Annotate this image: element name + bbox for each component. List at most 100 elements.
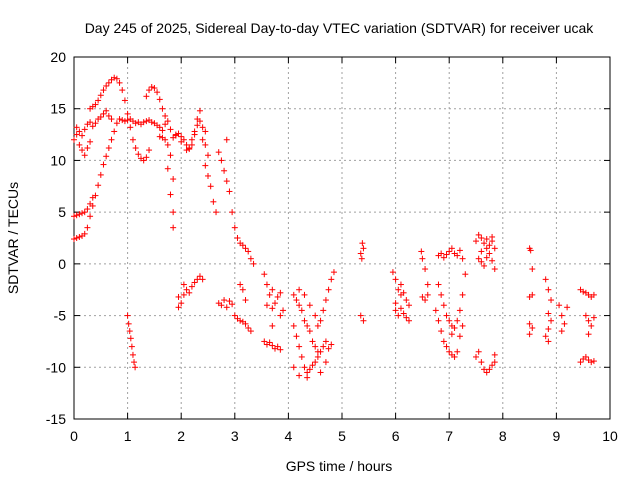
data-point: [202, 162, 209, 169]
data-point: [548, 297, 555, 304]
data-point: [178, 133, 185, 140]
data-point: [475, 231, 482, 238]
data-point: [226, 188, 233, 195]
data-point: [582, 312, 589, 319]
data-point: [359, 240, 366, 247]
data-point: [221, 167, 228, 174]
data-point: [440, 302, 447, 309]
data-point: [131, 359, 138, 366]
data-point: [162, 121, 169, 128]
data-point: [242, 320, 249, 327]
data-point: [443, 312, 450, 319]
data-point: [231, 224, 238, 231]
data-point: [223, 178, 230, 185]
data-point: [237, 317, 244, 324]
data-point: [247, 255, 254, 262]
data-point: [486, 366, 493, 373]
data-point: [419, 255, 426, 262]
data-point: [322, 338, 329, 345]
data-point: [266, 291, 273, 298]
data-point: [143, 93, 150, 100]
data-point: [146, 147, 153, 154]
data-point: [81, 230, 88, 237]
data-point: [183, 141, 190, 148]
data-point: [403, 314, 410, 321]
data-point: [159, 105, 166, 112]
data-point: [298, 307, 305, 314]
x-tick-label: 8: [499, 428, 507, 444]
data-point: [105, 112, 112, 119]
data-point: [473, 353, 479, 360]
data-point: [194, 116, 201, 123]
data-point: [223, 136, 230, 143]
data-point: [542, 276, 549, 283]
data-point: [290, 364, 297, 371]
data-point: [561, 320, 568, 327]
data-point: [473, 238, 479, 245]
data-point: [483, 369, 490, 376]
data-point: [293, 333, 300, 340]
data-point: [296, 302, 303, 309]
x-tick-label: 5: [338, 428, 346, 444]
data-point: [296, 286, 303, 293]
data-point: [392, 307, 399, 314]
data-point: [73, 131, 80, 138]
data-point: [162, 112, 169, 119]
data-point: [239, 286, 246, 293]
data-point: [435, 317, 442, 324]
data-point: [448, 331, 455, 338]
data-point: [588, 322, 595, 329]
data-point: [97, 113, 104, 120]
data-point: [146, 87, 153, 94]
data-point: [156, 96, 163, 103]
data-point: [290, 322, 297, 329]
data-point: [269, 305, 276, 312]
x-tick-label: 9: [553, 428, 561, 444]
data-point: [306, 366, 313, 373]
data-point: [207, 183, 214, 190]
data-point: [590, 358, 597, 365]
data-point: [481, 262, 488, 269]
data-point: [71, 236, 77, 243]
x-axis-label: GPS time / hours: [286, 458, 393, 474]
data-point: [199, 124, 206, 131]
data-point: [558, 312, 565, 319]
data-point: [454, 348, 461, 355]
data-point: [446, 248, 453, 255]
y-tick-label: -5: [54, 308, 67, 324]
data-point: [585, 317, 592, 324]
data-point: [79, 210, 86, 217]
data-point: [456, 247, 463, 254]
data-point: [205, 172, 211, 179]
data-point: [274, 343, 281, 350]
data-point: [529, 266, 536, 273]
data-point: [545, 286, 552, 293]
x-tick-label: 3: [231, 428, 239, 444]
data-point: [456, 307, 463, 314]
y-tick-label: 0: [58, 256, 66, 272]
data-point: [269, 342, 276, 349]
data-point: [392, 300, 399, 307]
data-point: [438, 291, 445, 298]
data-point: [320, 307, 327, 314]
data-point: [124, 110, 131, 117]
data-point: [121, 97, 128, 104]
x-tick-label: 4: [285, 428, 293, 444]
data-point: [448, 245, 455, 252]
data-point: [440, 338, 447, 345]
data-point: [483, 254, 490, 261]
data-point: [322, 359, 329, 366]
x-tick-label: 10: [602, 428, 618, 444]
data-point: [274, 293, 281, 300]
data-point: [164, 118, 171, 125]
data-point: [440, 254, 447, 261]
data-point: [151, 85, 158, 92]
data-point: [164, 141, 171, 148]
data-point: [188, 136, 195, 143]
data-point: [87, 138, 94, 145]
data-point: [73, 124, 80, 131]
data-point: [478, 359, 485, 366]
data-point: [526, 331, 533, 338]
data-point: [89, 194, 96, 201]
